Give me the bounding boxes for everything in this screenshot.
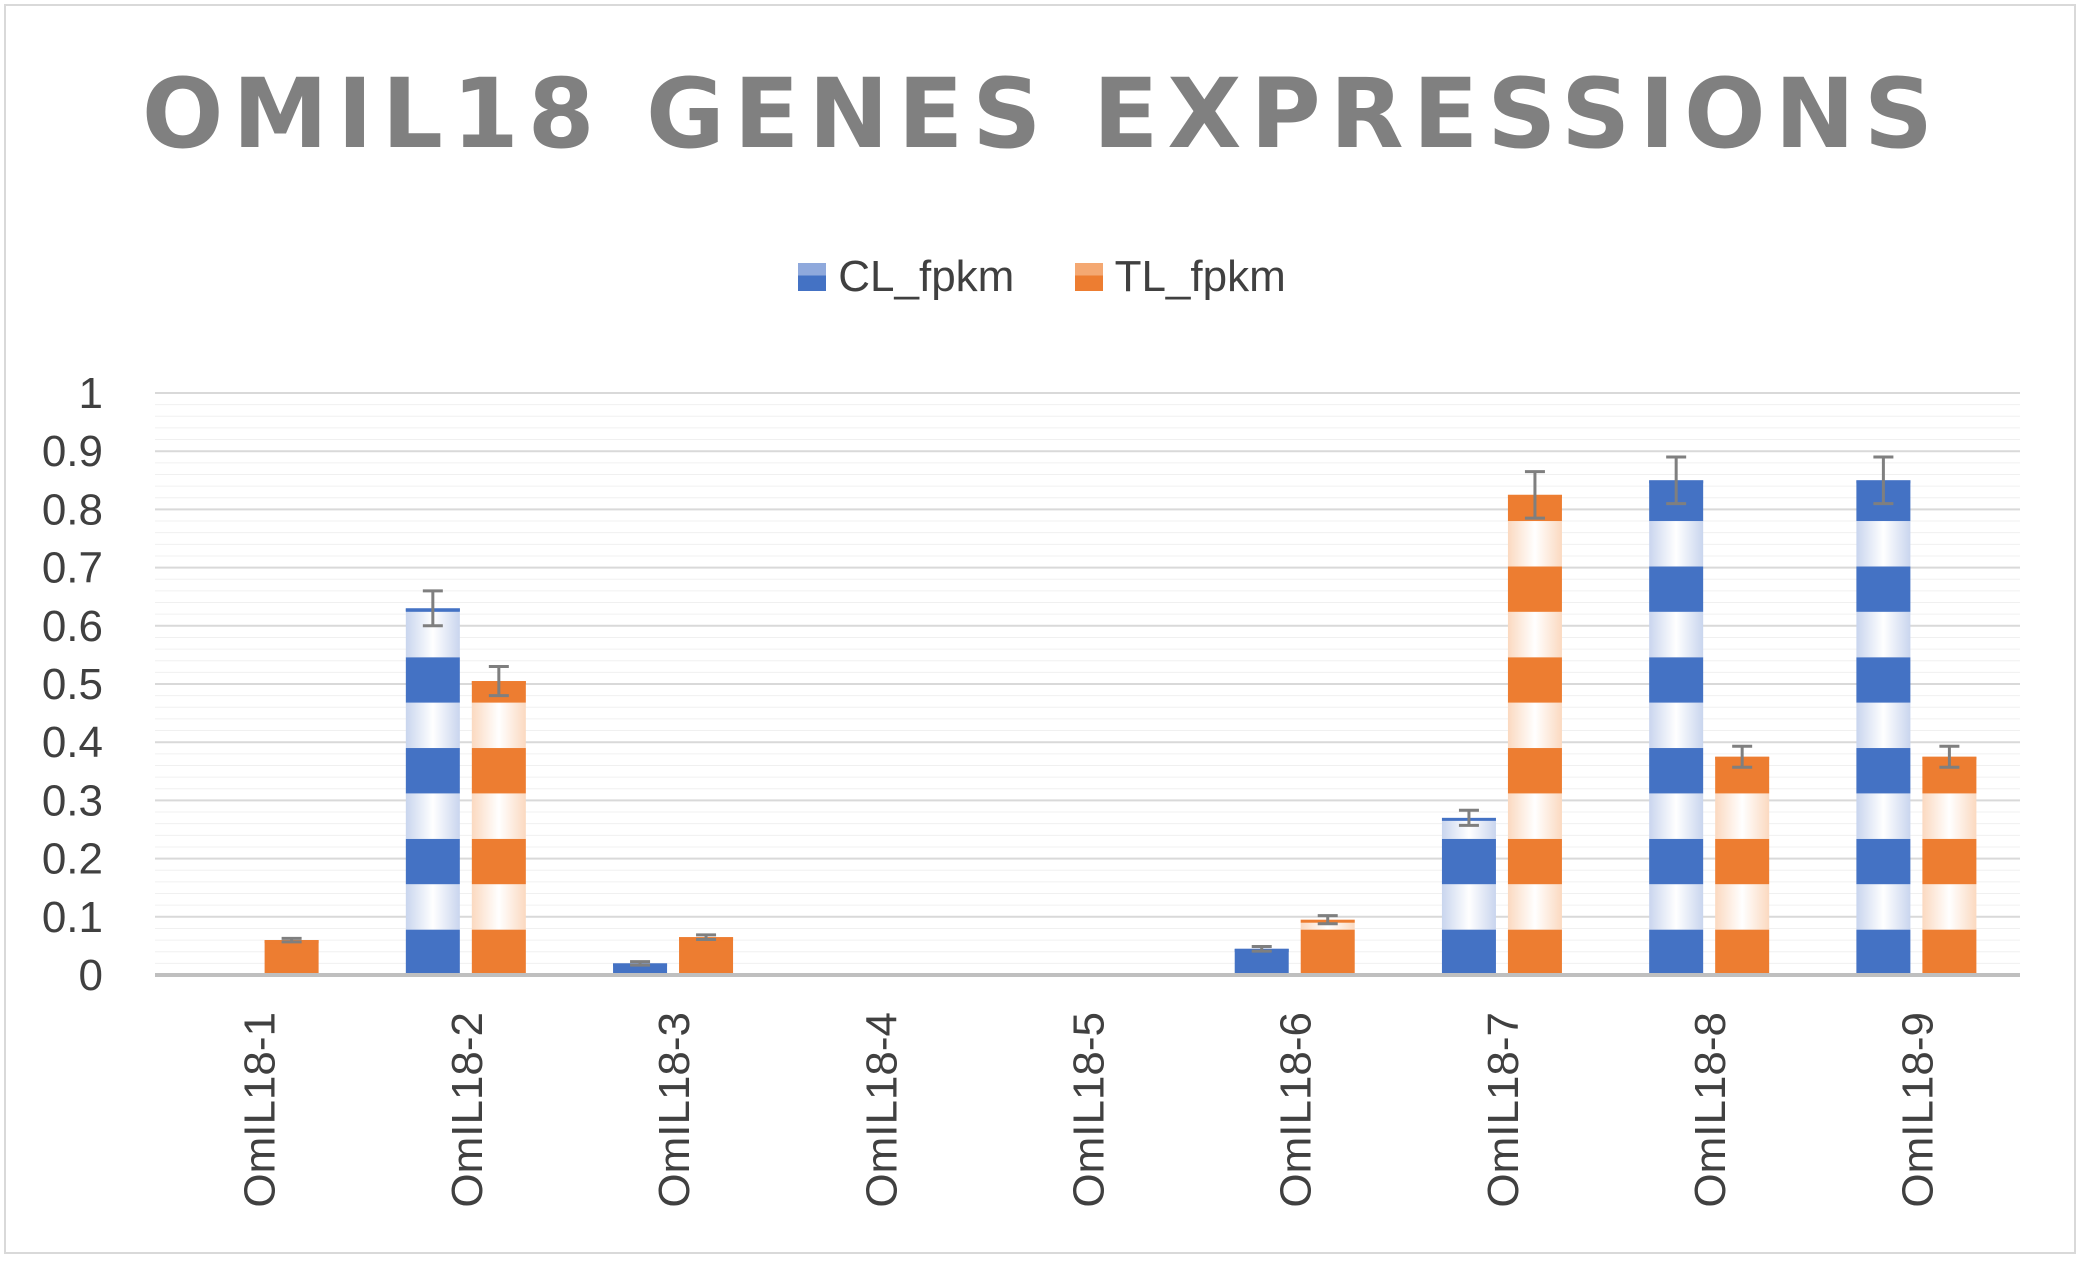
bar-CL_fpkm-OmIL18-8-band (1649, 929, 1704, 975)
bar-CL_fpkm-OmIL18-8-band (1649, 657, 1704, 703)
y-tick-label: 0 (79, 951, 103, 1000)
bar-CL_fpkm-OmIL18-7-band (1441, 929, 1496, 975)
legend-item-cl: CL_fpkm (798, 252, 1014, 302)
bar-CL_fpkm-OmIL18-8-band (1649, 748, 1704, 794)
x-tick-label: OmIL18-1 (236, 1012, 285, 1208)
y-tick-label: 0.8 (42, 485, 103, 534)
bar-TL_fpkm-OmIL18-2-band (471, 702, 526, 749)
bar-TL_fpkm-OmIL18-7-band (1507, 657, 1562, 703)
bar-TL_fpkm-OmIL18-3-band (679, 937, 734, 975)
y-tick-label: 0.2 (42, 835, 103, 884)
bar-CL_fpkm-OmIL18-9-band (1856, 611, 1911, 658)
bar-CL_fpkm-OmIL18-9-band (1856, 838, 1911, 885)
bar-CL_fpkm-OmIL18-6-band (1234, 948, 1289, 975)
x-tick-label: OmIL18-2 (443, 1012, 492, 1208)
y-tick-label: 0.7 (42, 544, 103, 593)
x-tick-label: OmIL18-3 (650, 1012, 699, 1208)
bar-CL_fpkm-OmIL18-2-band (405, 884, 460, 930)
bar-TL_fpkm-OmIL18-8-band (1715, 838, 1770, 885)
bar-CL_fpkm-OmIL18-2-band (405, 748, 460, 794)
y-tick-label: 1 (79, 369, 103, 418)
chart-legend: CL_fpkm TL_fpkm (0, 252, 2084, 302)
bar-CL_fpkm-OmIL18-8-band (1649, 566, 1704, 612)
bar-TL_fpkm-OmIL18-7-band (1507, 884, 1562, 930)
bar-TL_fpkm-OmIL18-2-band (471, 929, 526, 975)
y-tick-label: 0.1 (42, 893, 103, 942)
bar-TL_fpkm-OmIL18-8-band (1715, 884, 1770, 930)
bar-CL_fpkm-OmIL18-8-band (1649, 793, 1704, 839)
bar-CL_fpkm-OmIL18-2-band (405, 657, 460, 703)
bar-CL_fpkm-OmIL18-9-band (1856, 657, 1911, 703)
bar-TL_fpkm-OmIL18-6-band (1300, 929, 1355, 975)
x-tick-label: OmIL18-8 (1686, 1012, 1735, 1208)
y-tick-label: 0.3 (42, 776, 103, 825)
x-tick-label: OmIL18-4 (857, 1012, 906, 1208)
legend-label-tl: TL_fpkm (1114, 252, 1286, 301)
bar-TL_fpkm-OmIL18-8-band (1715, 929, 1770, 975)
bar-CL_fpkm-OmIL18-2-band (405, 793, 460, 839)
bar-TL_fpkm-OmIL18-7-band (1507, 838, 1562, 885)
bar-TL_fpkm-OmIL18-7-band (1507, 702, 1562, 749)
x-tick-label: OmIL18-5 (1065, 1012, 1114, 1208)
bar-CL_fpkm-OmIL18-8-band (1649, 884, 1704, 930)
bar-CL_fpkm-OmIL18-9-band (1856, 521, 1911, 567)
bar-TL_fpkm-OmIL18-7-band (1507, 748, 1562, 794)
bar-CL_fpkm-OmIL18-9-band (1856, 793, 1911, 839)
chart-frame (4, 4, 2076, 1254)
y-tick-label: 0.9 (42, 427, 103, 476)
bar-TL_fpkm-OmIL18-9-band (1922, 929, 1977, 975)
x-tick-label: OmIL18-9 (1893, 1012, 1942, 1208)
bar-CL_fpkm-OmIL18-8-band (1649, 521, 1704, 567)
bar-CL_fpkm-OmIL18-9-band (1856, 884, 1911, 930)
bar-TL_fpkm-OmIL18-9-band (1922, 793, 1977, 839)
bar-CL_fpkm-OmIL18-2-band (405, 838, 460, 885)
legend-item-tl: TL_fpkm (1074, 252, 1286, 302)
bar-CL_fpkm-OmIL18-7-band (1441, 817, 1496, 839)
bar-CL_fpkm-OmIL18-2-band (405, 702, 460, 749)
legend-label-cl: CL_fpkm (838, 252, 1015, 301)
bar-TL_fpkm-OmIL18-7-band (1507, 521, 1562, 567)
bar-TL_fpkm-OmIL18-2-band (471, 793, 526, 839)
bar-CL_fpkm-OmIL18-2-band (405, 929, 460, 975)
x-tick-label: OmIL18-6 (1272, 1012, 1321, 1208)
bar-CL_fpkm-OmIL18-9-band (1856, 702, 1911, 749)
legend-swatch-tl (1074, 263, 1103, 291)
bar-TL_fpkm-OmIL18-7-band (1507, 793, 1562, 839)
bar-TL_fpkm-OmIL18-2-band (471, 748, 526, 794)
bar-TL_fpkm-OmIL18-7-band (1507, 929, 1562, 975)
bar-TL_fpkm-OmIL18-2-band (471, 838, 526, 885)
bar-TL_fpkm-OmIL18-8-band (1715, 793, 1770, 839)
bar-CL_fpkm-OmIL18-8-band (1649, 838, 1704, 885)
bar-TL_fpkm-OmIL18-7-band (1507, 566, 1562, 612)
y-tick-label: 0.4 (42, 718, 103, 767)
bar-CL_fpkm-OmIL18-9-band (1856, 748, 1911, 794)
bar-CL_fpkm-OmIL18-9-band (1856, 566, 1911, 612)
bar-CL_fpkm-OmIL18-8-band (1649, 611, 1704, 658)
bar-TL_fpkm-OmIL18-2-band (471, 884, 526, 930)
bar-CL_fpkm-OmIL18-8-band (1649, 702, 1704, 749)
bar-CL_fpkm-OmIL18-7-band (1441, 884, 1496, 930)
legend-swatch-cl (798, 263, 827, 291)
x-tick-label: OmIL18-7 (1479, 1012, 1528, 1208)
chart-title: OMIL18 GENES EXPRESSIONS (141, 58, 1943, 170)
bar-TL_fpkm-OmIL18-9-band (1922, 838, 1977, 885)
y-tick-label: 0.6 (42, 602, 103, 651)
bar-TL_fpkm-OmIL18-7-band (1507, 611, 1562, 658)
bar-TL_fpkm-OmIL18-1-band (264, 940, 319, 975)
bar-CL_fpkm-OmIL18-7-band (1441, 838, 1496, 885)
bar-CL_fpkm-OmIL18-9-band (1856, 929, 1911, 975)
bar-CL_fpkm-OmIL18-3-band (613, 963, 668, 975)
bar-TL_fpkm-OmIL18-9-band (1922, 884, 1977, 930)
y-tick-label: 0.5 (42, 660, 103, 709)
